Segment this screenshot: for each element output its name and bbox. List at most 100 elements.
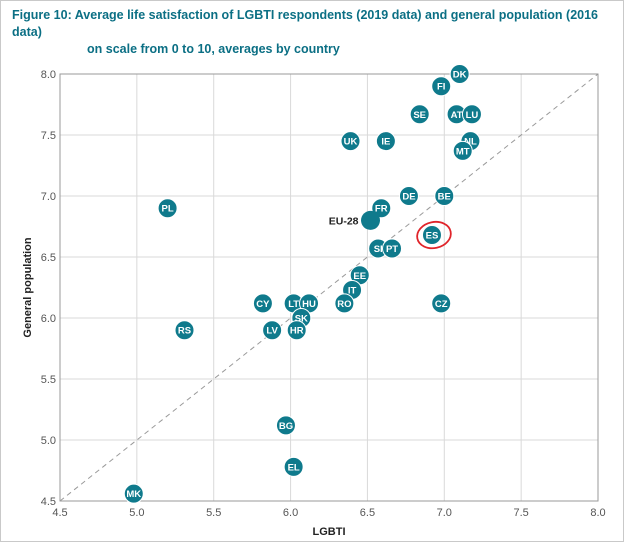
data-point-fi: FI <box>431 76 452 97</box>
data-point-cz: CZ <box>431 293 452 314</box>
data-point-hr: HR <box>286 320 307 341</box>
point-label: AT <box>451 110 463 121</box>
point-marker <box>449 64 470 84</box>
point-marker <box>275 415 296 436</box>
point-label: HR <box>290 326 304 337</box>
point-label: LT <box>288 299 299 310</box>
point-label: EU-28 <box>329 215 359 227</box>
x-tick-label: 7.0 <box>437 507 452 519</box>
point-label: RO <box>337 299 351 310</box>
data-point-dk: DK <box>449 64 470 84</box>
y-tick-label: 5.0 <box>41 435 56 447</box>
point-label: SE <box>413 110 426 121</box>
point-marker <box>434 186 455 206</box>
data-point-es: ES <box>416 220 452 250</box>
point-label: DK <box>453 70 467 81</box>
point-marker <box>431 76 452 97</box>
y-tick-label: 6.0 <box>41 313 56 325</box>
x-tick-label: 8.0 <box>590 507 605 519</box>
data-point-rs: RS <box>174 320 195 341</box>
point-label: FR <box>375 204 388 215</box>
point-marker <box>461 104 482 125</box>
point-marker <box>286 320 307 341</box>
data-point-de: DE <box>398 186 419 206</box>
y-tick-label: 6.5 <box>41 252 56 264</box>
point-marker <box>382 238 403 259</box>
point-label: SK <box>295 314 308 325</box>
data-point-el: EL <box>283 456 304 477</box>
point-label: SI <box>374 244 383 255</box>
figure-title: Figure 10: Average life satisfaction of … <box>12 7 612 58</box>
point-marker <box>174 320 195 341</box>
reference-line <box>59 73 599 502</box>
y-tick-label: 5.5 <box>41 374 56 386</box>
data-point-mk: MK <box>123 483 144 504</box>
data-point-ro: RO <box>334 293 355 314</box>
data-point-uk: UK <box>340 131 361 152</box>
y-tick-label: 4.5 <box>41 496 56 508</box>
point-label: LV <box>266 326 278 337</box>
data-point-be: BE <box>434 186 455 206</box>
data-point-pl: PL <box>157 198 178 219</box>
y-axis-ticks: 4.5 5.0 5.5 6.0 6.5 7.0 7.5 8.0 <box>41 69 56 508</box>
data-point-fr: FR <box>371 198 392 219</box>
point-marker <box>283 456 304 477</box>
point-label: BE <box>438 192 451 203</box>
data-point-cy: CY <box>252 293 273 314</box>
x-tick-label: 5.5 <box>206 507 221 519</box>
point-label: DE <box>402 192 415 203</box>
highlight-circle <box>416 220 452 250</box>
point-label: HU <box>302 299 316 310</box>
point-label: UK <box>344 137 358 148</box>
point-label: FI <box>437 82 445 93</box>
x-axis-ticks: 4.5 5.0 5.5 6.0 6.5 7.0 7.5 8.0 <box>52 507 605 519</box>
point-label: CZ <box>435 299 448 310</box>
data-point-pt: PT <box>382 238 403 259</box>
point-marker <box>262 320 283 341</box>
point-label: ES <box>426 231 439 242</box>
point-marker <box>375 131 396 152</box>
point-marker <box>252 293 273 314</box>
x-tick-label: 4.5 <box>52 507 67 519</box>
data-point-se: SE <box>409 104 430 125</box>
data-point-ie: IE <box>375 131 396 152</box>
point-marker <box>157 198 178 219</box>
point-marker <box>361 210 381 230</box>
figure-title-line1: Figure 10: Average life satisfaction of … <box>12 8 599 39</box>
x-tick-label: 6.5 <box>360 507 375 519</box>
point-label: PT <box>386 244 398 255</box>
point-label: LU <box>466 110 479 121</box>
x-tick-label: 7.5 <box>513 507 528 519</box>
point-label: IE <box>381 137 390 148</box>
x-tick-label: 6.0 <box>283 507 298 519</box>
point-marker <box>334 293 355 314</box>
point-marker <box>409 104 430 125</box>
point-marker <box>398 186 419 206</box>
point-label: EE <box>353 271 366 282</box>
point-label: NL <box>464 137 477 148</box>
point-label: IT <box>348 285 357 296</box>
point-label: BG <box>279 421 293 432</box>
figure-title-line2: on scale from 0 to 10, averages by count… <box>87 42 340 56</box>
plot-area-border <box>59 73 599 502</box>
data-point-bg: BG <box>275 415 296 436</box>
point-label: RS <box>178 326 191 337</box>
point-label: MK <box>126 489 141 500</box>
point-marker <box>371 198 392 219</box>
point-marker <box>431 293 452 314</box>
point-marker <box>421 225 442 246</box>
point-label: EL <box>288 462 300 473</box>
data-point-ee: EE <box>349 265 370 286</box>
y-tick-label: 8.0 <box>41 69 56 81</box>
point-label: CY <box>256 299 270 310</box>
y-tick-label: 7.5 <box>41 130 56 142</box>
point-marker <box>452 140 473 161</box>
data-point-lu: LU <box>461 104 482 125</box>
data-point-eu-28: EU-28 <box>329 210 381 230</box>
x-tick-label: 5.0 <box>129 507 144 519</box>
point-marker <box>123 483 144 504</box>
data-point-lv: LV <box>262 320 283 341</box>
